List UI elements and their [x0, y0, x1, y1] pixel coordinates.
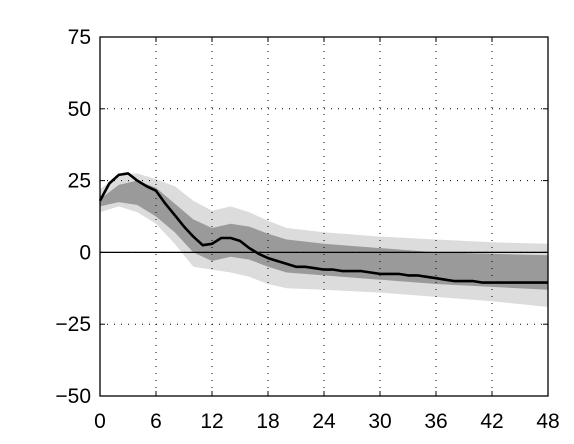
- response-line: [98, 172, 548, 284]
- y-tick-label: −25: [55, 313, 91, 336]
- y-tick-label: −50: [55, 385, 91, 408]
- y-tick-label: 50: [68, 98, 91, 121]
- x-tick-label: 24: [312, 410, 336, 433]
- band-inner: [100, 180, 548, 290]
- x-tick-label: 18: [256, 410, 279, 433]
- x-tick-label: 0: [94, 410, 106, 433]
- x-tick-label: 30: [368, 410, 391, 433]
- x-tick-label: 12: [200, 410, 223, 433]
- tick-layer: 0 6 12 18 24 30 36 42 48 75 50 25 0 −25 −50: [55, 26, 559, 433]
- x-tick-label: 42: [480, 410, 503, 433]
- x-tick-label: 48: [536, 410, 559, 433]
- y-tick-label: 25: [68, 170, 91, 193]
- y-tick-label: 0: [79, 241, 91, 264]
- x-tick-label: 6: [150, 410, 162, 433]
- x-tick-label: 36: [424, 410, 447, 433]
- y-tick-label: 75: [68, 26, 91, 49]
